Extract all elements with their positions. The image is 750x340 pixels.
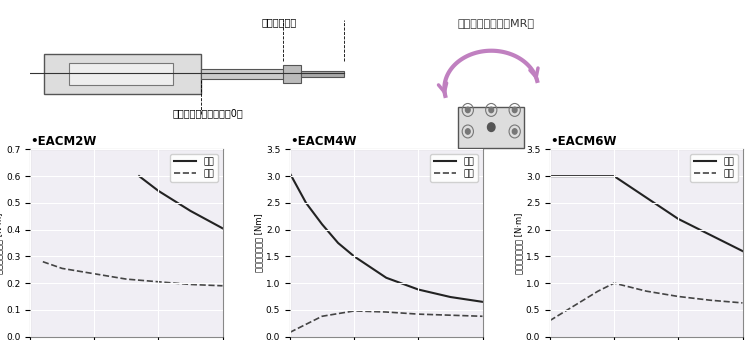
Y-axis label: 許容モーメント [N·m]: 許容モーメント [N·m]	[0, 212, 3, 274]
Text: 原点位置（オフセット0）: 原点位置（オフセット0）	[172, 108, 244, 118]
Bar	[201, 69, 286, 80]
Legend: 静的, 動的: 静的, 動的	[690, 154, 738, 182]
Text: •EACM4W: •EACM4W	[290, 135, 356, 148]
Y-axis label: 許容モーメント [Nm]: 許容モーメント [Nm]	[254, 214, 263, 272]
Legend: 静的, 動的: 静的, 動的	[430, 154, 478, 182]
Legend: 静的, 動的: 静的, 動的	[170, 154, 218, 182]
Text: 位置決め距離: 位置決め距離	[262, 18, 297, 28]
Circle shape	[466, 129, 470, 134]
Circle shape	[512, 107, 517, 113]
Bar	[458, 107, 524, 148]
Y-axis label: 許容モーメント [N·m]: 許容モーメント [N·m]	[514, 212, 523, 274]
Circle shape	[466, 107, 470, 113]
Text: ローリング方向（MR）: ローリング方向（MR）	[458, 18, 535, 28]
Bar	[283, 65, 301, 84]
Circle shape	[488, 123, 495, 132]
Circle shape	[489, 107, 494, 113]
Circle shape	[512, 129, 517, 134]
Bar	[301, 71, 344, 78]
Text: •EACM2W: •EACM2W	[30, 135, 96, 148]
Text: •EACM6W: •EACM6W	[550, 135, 616, 148]
